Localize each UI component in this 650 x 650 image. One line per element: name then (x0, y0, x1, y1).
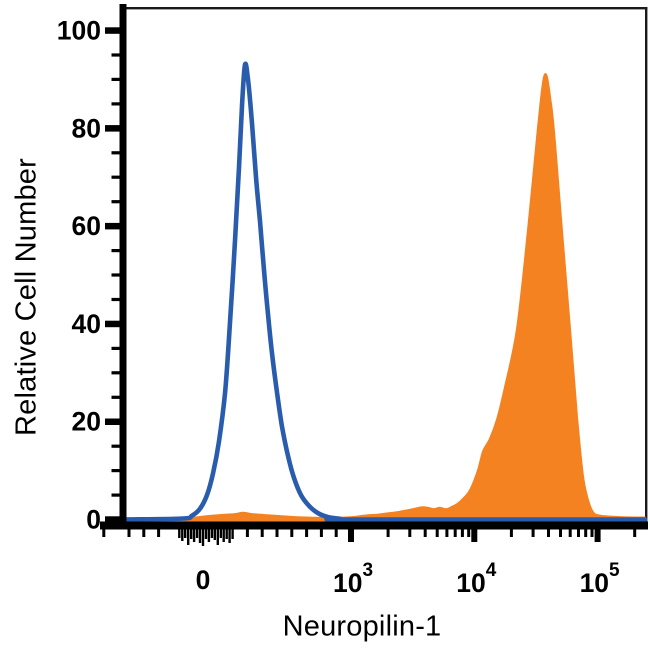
y-major-tick (105, 418, 121, 425)
x-minor-tick (408, 528, 412, 537)
y-axis-spine (119, 4, 127, 530)
x-tick-label: 104 (456, 560, 496, 598)
x-minor-tick (460, 528, 464, 537)
y-major-tick (105, 516, 121, 523)
y-tick-label: 80 (72, 113, 101, 143)
x-major-tick (348, 528, 354, 542)
x-cluster-tick (192, 529, 196, 542)
y-major-tick (105, 320, 121, 328)
y-minor-tick (111, 297, 121, 302)
x-minor-tick (275, 528, 279, 537)
y-minor-tick (111, 444, 121, 448)
x-minor-tick (127, 528, 131, 537)
x-minor-tick (590, 528, 594, 537)
y-minor-tick (111, 469, 121, 473)
x-minor-tick (584, 528, 588, 537)
x-minor-tick (334, 528, 338, 537)
y-major-tick (105, 27, 121, 34)
x-minor-tick (577, 528, 580, 537)
x-axis-spine (100, 521, 648, 530)
y-minor-tick (111, 346, 121, 350)
x-cluster-tick (231, 529, 234, 539)
x-cluster-tick (181, 529, 184, 541)
x-cluster-tick (190, 529, 193, 539)
x-major-tick (471, 528, 478, 542)
x-cluster-tick (184, 529, 187, 538)
y-major-tick (105, 125, 121, 132)
y-minor-tick (111, 200, 121, 204)
x-axis-title: Neuropilin-1 (282, 610, 442, 643)
y-minor-tick (111, 493, 121, 497)
plot-frame-top (119, 7, 648, 10)
x-minor-tick (290, 528, 294, 537)
x-minor-tick (386, 528, 390, 537)
y-minor-tick (111, 175, 121, 179)
x-tick-label: 0 (196, 565, 211, 595)
y-tick-label: 60 (72, 211, 101, 241)
x-minor-tick (633, 528, 637, 537)
x-minor-tick (260, 528, 264, 537)
y-tick-label: 100 (57, 16, 101, 46)
x-cluster-tick (195, 529, 199, 538)
y-minor-tick (111, 102, 121, 106)
x-cluster-tick (210, 529, 214, 538)
x-minor-tick (435, 528, 439, 537)
x-minor-tick (453, 528, 457, 537)
y-minor-tick (111, 77, 121, 81)
x-cluster-tick (207, 529, 211, 542)
x-cluster-tick (204, 529, 208, 539)
y-major-tick (105, 222, 121, 230)
y-minor-tick (111, 151, 121, 155)
x-major-tick (594, 528, 601, 542)
x-tick-label: 105 (580, 560, 620, 598)
x-minor-tick (319, 528, 323, 537)
y-tick-label: 0 (86, 505, 101, 535)
y-tick-label: 20 (72, 407, 101, 437)
x-minor-tick (423, 528, 427, 537)
y-minor-tick (111, 273, 121, 277)
x-minor-tick (245, 528, 249, 537)
x-minor-tick (305, 528, 309, 537)
x-cluster-tick (216, 529, 219, 545)
x-cluster-tick (225, 529, 228, 539)
y-axis-title: Relative Cell Number (10, 158, 43, 436)
x-minor-tick (157, 528, 161, 537)
series-filled-histogram-neuropilin-1 (150, 73, 646, 524)
x-cluster-tick (201, 529, 205, 546)
x-cluster-tick (198, 529, 202, 543)
x-minor-tick (547, 528, 550, 537)
x-cluster-tick (222, 529, 225, 542)
x-minor-tick (568, 528, 572, 537)
x-cluster-tick (213, 529, 216, 540)
x-cluster-tick (187, 529, 190, 545)
y-minor-tick (111, 53, 121, 57)
x-minor-tick (509, 528, 513, 537)
y-tick-label: 40 (72, 309, 101, 339)
x-minor-tick (102, 528, 106, 537)
plot-frame-right (645, 7, 648, 530)
y-minor-tick (111, 371, 121, 375)
x-minor-tick (142, 528, 146, 537)
series-open-histogram-control (119, 61, 648, 522)
y-minor-tick (111, 249, 121, 253)
x-minor-tick (559, 528, 562, 537)
y-minor-tick (111, 395, 121, 399)
x-cluster-tick (228, 529, 231, 543)
x-minor-tick (531, 528, 535, 537)
x-tick-label: 103 (333, 560, 373, 598)
x-minor-tick (467, 528, 471, 537)
x-minor-tick (445, 528, 449, 537)
x-cluster-tick (178, 529, 181, 538)
x-cluster-tick (219, 529, 222, 538)
